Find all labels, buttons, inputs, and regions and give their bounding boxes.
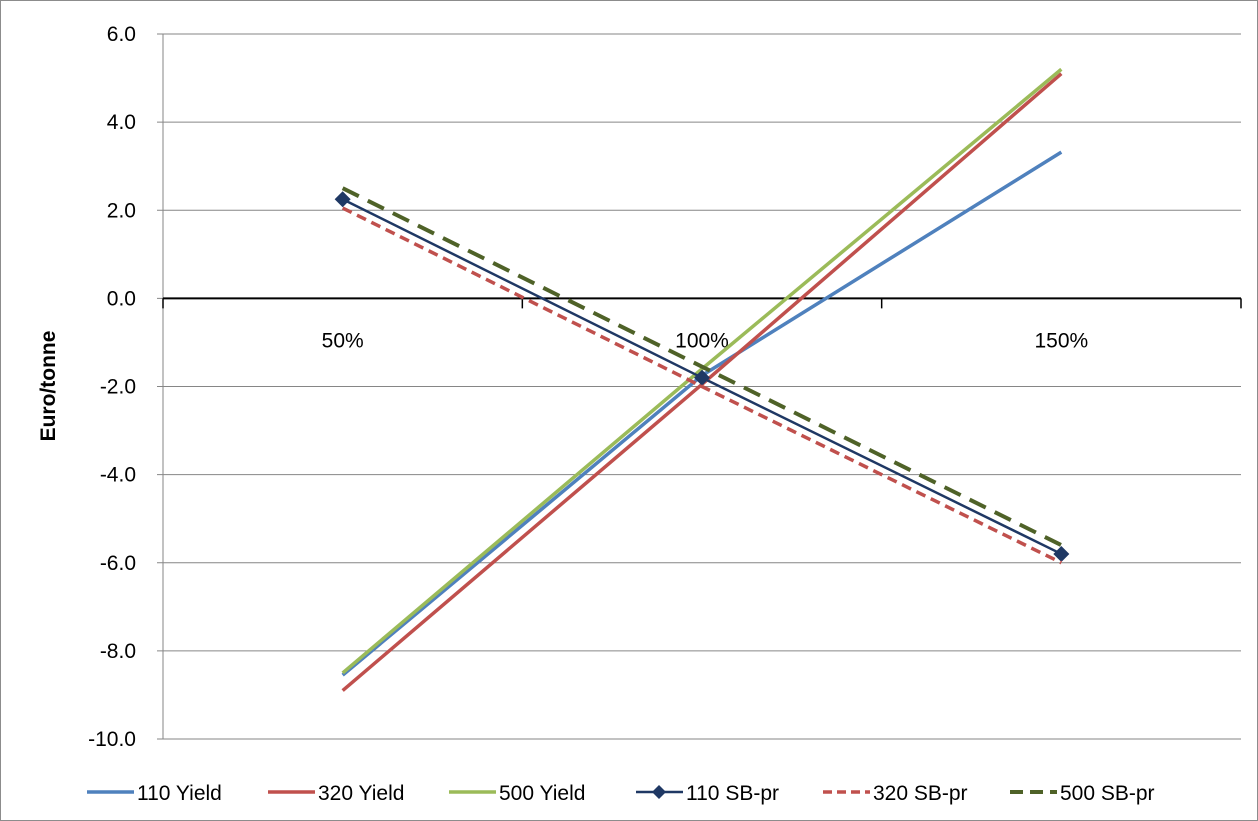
legend: 110 Yield 320 Yield 500 Yield 110 SB-pr 320 … [87, 782, 1155, 805]
series-line [341, 206, 1063, 565]
y-tick-label: -10.0 [88, 728, 136, 751]
x-tick-label: 100% [675, 329, 729, 352]
legend-item: 320 SB-pr [823, 782, 968, 805]
data-point-marker [1053, 545, 1070, 562]
legend-label: 320 SB-pr [873, 782, 968, 805]
legend-item: 500 Yield [449, 782, 585, 805]
legend-label: 110 Yield [137, 782, 222, 805]
y-tick-label: -6.0 [100, 552, 136, 575]
y-tick-label: 0.0 [107, 287, 136, 310]
legend-label: 500 Yield [499, 782, 585, 805]
series-320-sb-pr [341, 206, 1063, 565]
legend-label: 110 SB-pr [686, 782, 779, 805]
axes: 6.0 4.0 2.0 0.0 -2.0 -4.0 -6.0 -8.0 -10.0 50% 100%… [88, 23, 1242, 751]
legend-label: 500 SB-pr [1060, 782, 1155, 805]
y-axis-title: Euro/tonne [37, 331, 60, 442]
data-point-marker [694, 369, 710, 386]
legend-item: 110 Yield [87, 782, 222, 805]
legend-item: 320 Yield [268, 782, 404, 805]
legend-item: 110 SB-pr [636, 782, 779, 805]
y-tick-label: -4.0 [100, 464, 136, 487]
y-tick-label: 6.0 [107, 23, 136, 46]
x-tick-label: 150% [1034, 329, 1088, 352]
y-tick-label: -8.0 [100, 640, 136, 663]
y-tick-label: 2.0 [107, 199, 136, 222]
legend-marker [652, 785, 666, 799]
series-500-sb-pr [341, 186, 1063, 547]
series-110-sb-pr [334, 191, 1070, 562]
y-tick-label: -2.0 [100, 376, 136, 399]
legend-item: 500 SB-pr [1010, 782, 1155, 805]
series-lines [334, 67, 1070, 692]
y-tick-label: 4.0 [107, 111, 136, 134]
series-line [341, 186, 1063, 547]
x-tick-label: 50% [322, 329, 364, 352]
legend-label: 320 Yield [318, 782, 404, 805]
data-point-marker [334, 191, 351, 208]
